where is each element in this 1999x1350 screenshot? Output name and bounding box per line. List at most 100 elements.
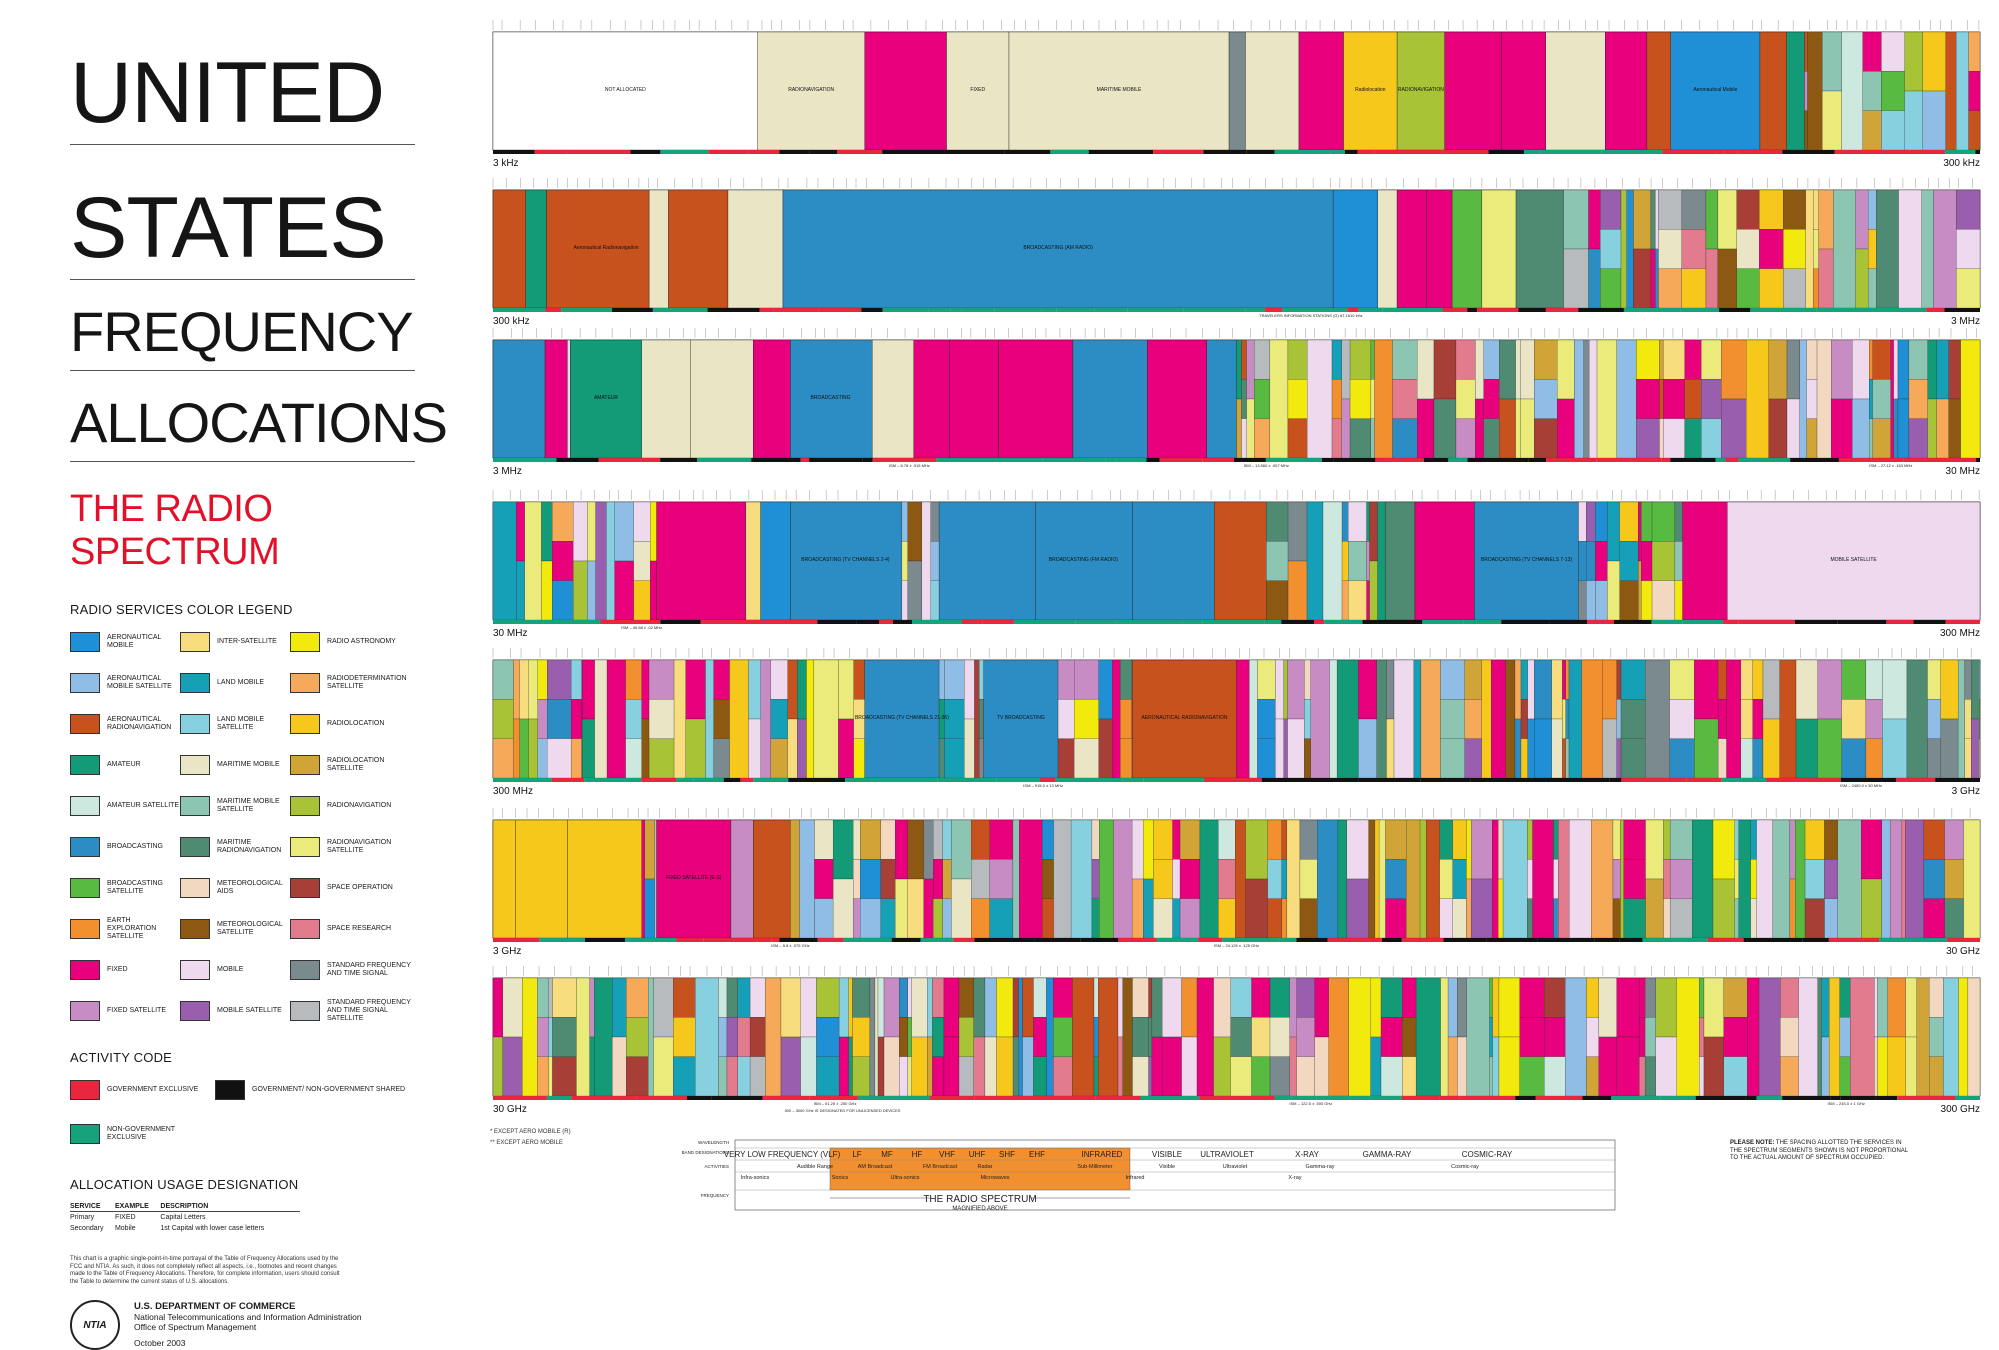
activity-strip <box>1183 308 1245 312</box>
allocation-block <box>1544 978 1565 1017</box>
allocation-block <box>1245 32 1299 150</box>
allocation-block <box>1534 340 1557 379</box>
allocation-block <box>1490 1057 1493 1096</box>
allocation-block <box>571 660 582 699</box>
allocation-label: MOBILE SATELLITE <box>1830 557 1877 563</box>
allocation-block <box>1769 340 1787 399</box>
allocation-block <box>1385 502 1415 620</box>
allocation-block <box>1367 502 1370 541</box>
activity-strip <box>545 308 561 312</box>
allocation-block <box>943 899 952 938</box>
dept-line1: U.S. DEPARTMENT OF COMMERCE <box>134 1302 362 1312</box>
allocation-block <box>1440 820 1453 859</box>
allocation-block <box>1807 379 1817 418</box>
allocation-block <box>1386 859 1407 898</box>
allocation-block <box>1566 699 1569 738</box>
allocation-block <box>1579 541 1587 580</box>
allocation-block <box>908 879 924 938</box>
allocation-block <box>1369 820 1375 938</box>
allocation-block <box>573 561 587 620</box>
allocation-block <box>1636 340 1659 379</box>
activity-strip <box>653 308 708 312</box>
allocation-block <box>1699 1017 1704 1056</box>
allocation-block <box>686 719 706 778</box>
allocation-block <box>1759 978 1780 1096</box>
allocation-block <box>1467 978 1490 1096</box>
allocation-block <box>1506 660 1515 778</box>
allocation-block <box>853 820 860 859</box>
activity-strip <box>1056 308 1094 312</box>
allocation-block <box>1965 699 1971 738</box>
activity-strip <box>1173 458 1203 462</box>
allocation-block <box>1440 699 1464 738</box>
allocation-block <box>1842 660 1866 699</box>
allocation-block <box>1741 660 1753 699</box>
activity-strip <box>493 620 543 624</box>
allocation-block <box>1415 502 1474 620</box>
activity-strip <box>1831 1096 1841 1100</box>
allocation-block <box>853 859 860 898</box>
allocation-block <box>1393 379 1418 418</box>
activity-strip <box>945 150 1005 154</box>
activity-strip <box>502 308 545 312</box>
allocation-block <box>878 1037 884 1096</box>
activity-strip <box>994 308 1042 312</box>
allocation-block <box>1663 859 1670 898</box>
allocation-block <box>959 1017 974 1056</box>
activity-strip <box>1587 620 1614 624</box>
allocation-block <box>1659 379 1663 418</box>
activity-strip <box>863 458 873 462</box>
allocation-block <box>1300 899 1317 938</box>
activity-strip <box>1956 458 1976 462</box>
allocation-block <box>1735 899 1739 938</box>
dept-line3: Office of Spectrum Management <box>134 1322 362 1332</box>
allocation-block <box>1805 111 1808 150</box>
activity-strip <box>1089 150 1153 154</box>
allocation-block <box>1492 820 1498 938</box>
allocation-block <box>1516 399 1521 458</box>
allocation-block <box>1073 340 1147 458</box>
activity-strip <box>493 778 552 782</box>
allocation-block <box>1445 32 1502 150</box>
allocation-block <box>1790 820 1795 879</box>
allocation-block <box>1180 820 1200 859</box>
allocation-block <box>1971 719 1979 778</box>
allocation-block <box>549 1017 553 1056</box>
allocation-block <box>1881 32 1904 71</box>
allocation-block <box>1565 978 1586 1096</box>
allocation-block <box>860 899 881 938</box>
activity-strip <box>1529 458 1546 462</box>
allocation-block <box>1905 32 1923 91</box>
allocation-block <box>1620 502 1639 541</box>
allocation-block <box>1780 1057 1798 1096</box>
allocation-block <box>1237 660 1250 778</box>
activity-strip <box>1157 938 1199 942</box>
activity-strip <box>1002 458 1043 462</box>
allocation-block <box>1881 71 1904 110</box>
allocation-block <box>951 879 971 938</box>
allocation-block <box>1882 660 1907 719</box>
allocation-block <box>899 978 908 1017</box>
activity-strip <box>1582 1096 1596 1100</box>
allocation-block <box>1288 340 1307 379</box>
allocation-block <box>1724 1057 1748 1096</box>
activity-strip <box>1477 308 1519 312</box>
allocation-label: Aeronautical Mobile <box>1693 87 1737 93</box>
activity-strip <box>1944 308 1980 312</box>
activity-strip <box>997 778 1040 782</box>
allocation-block <box>1393 340 1418 379</box>
allocation-block <box>1924 859 1945 898</box>
activity-strip <box>1314 620 1324 624</box>
allocation-label: BROADCASTING (AM RADIO) <box>1023 245 1093 251</box>
spectrum-activity: Infra-sonics <box>741 1175 770 1181</box>
activity-strip <box>882 150 944 154</box>
allocation-block <box>1094 978 1098 1017</box>
allocation-block <box>1805 32 1808 71</box>
allocation-block <box>731 820 753 938</box>
allocation-block <box>1114 820 1133 938</box>
allocation-block <box>573 502 587 561</box>
activity-strip <box>552 778 584 782</box>
allocation-block <box>1552 719 1563 778</box>
allocation-block <box>1019 820 1042 938</box>
activity-strip <box>757 938 772 942</box>
